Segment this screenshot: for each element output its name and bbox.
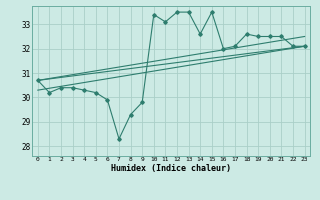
X-axis label: Humidex (Indice chaleur): Humidex (Indice chaleur) <box>111 164 231 173</box>
